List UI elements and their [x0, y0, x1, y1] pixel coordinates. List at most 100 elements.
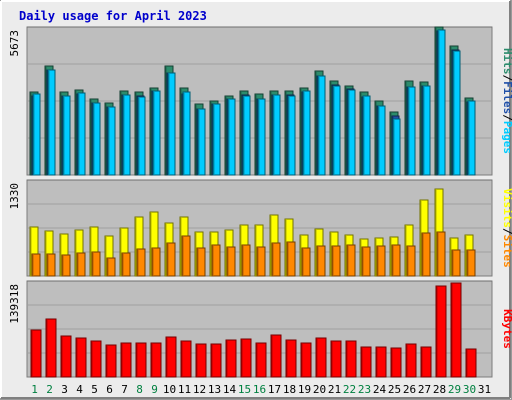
bar-sites-day-10	[166, 242, 176, 277]
legend-kbytes: KBytes	[501, 309, 512, 349]
bar-pages-day-27	[422, 85, 431, 176]
panel-kbytes: 139318 KBytes	[8, 280, 512, 378]
bar-sites-day-22	[346, 244, 356, 277]
day-label-21: 21	[328, 383, 341, 396]
bar-pages-day-8	[137, 96, 146, 176]
bar-sites-day-25	[391, 244, 401, 277]
bar-sites-day-29	[451, 249, 461, 277]
bar-pages-day-9	[152, 90, 161, 176]
bar-pages-day-30	[467, 100, 476, 176]
day-label-11: 11	[178, 383, 191, 396]
day-label-31: 31	[478, 383, 491, 396]
bar-pages-day-1	[32, 93, 41, 176]
bar-sites-day-24	[376, 245, 386, 277]
series-pages	[32, 29, 476, 176]
bar-pages-day-2	[47, 69, 56, 176]
bar-kbytes-day-19	[300, 342, 312, 378]
day-label-18: 18	[283, 383, 296, 396]
legend-hits: Hits	[501, 48, 512, 75]
bar-sites-day-21	[331, 245, 341, 277]
bar-kbytes-day-13	[210, 343, 222, 378]
day-label-12: 12	[193, 383, 206, 396]
bar-pages-day-16	[257, 98, 266, 176]
bar-kbytes-day-10	[165, 336, 177, 378]
bar-sites-day-3	[61, 254, 71, 277]
bar-kbytes-day-8	[135, 342, 147, 378]
bar-kbytes-day-14	[225, 339, 237, 378]
bar-sites-day-8	[136, 248, 146, 277]
bar-sites-day-7	[121, 252, 131, 277]
day-label-13: 13	[208, 383, 221, 396]
bar-kbytes-day-15	[240, 338, 252, 378]
legend-visits: Visits	[501, 188, 512, 228]
bar-sites-day-4	[76, 252, 86, 277]
bar-kbytes-day-21	[330, 340, 342, 378]
day-label-28: 28	[433, 383, 446, 396]
day-label-25: 25	[388, 383, 401, 396]
bar-sites-day-30	[466, 249, 476, 277]
bar-sites-day-5	[91, 251, 101, 277]
bar-pages-day-4	[77, 92, 86, 176]
bar-kbytes-day-11	[180, 340, 192, 378]
bar-pages-day-19	[302, 90, 311, 176]
bar-kbytes-day-26	[405, 343, 417, 378]
bar-pages-day-7	[122, 94, 131, 176]
bar-sites-day-6	[106, 257, 116, 277]
day-label-5: 5	[91, 383, 98, 396]
day-label-8: 8	[136, 383, 143, 396]
bar-pages-day-12	[197, 108, 206, 176]
panel-kbytes-legend: KBytes	[501, 309, 512, 349]
day-label-10: 10	[163, 383, 176, 396]
bar-pages-day-18	[287, 95, 296, 176]
day-label-27: 27	[418, 383, 431, 396]
bar-pages-day-29	[452, 50, 461, 176]
day-label-6: 6	[106, 383, 113, 396]
bar-pages-day-17	[272, 94, 281, 176]
bar-sites-day-27	[421, 232, 431, 277]
day-label-22: 22	[343, 383, 356, 396]
bar-kbytes-day-29	[450, 282, 462, 378]
day-label-29: 29	[448, 383, 461, 396]
day-label-14: 14	[223, 383, 237, 396]
chart-title: Daily usage for April 2023	[19, 9, 207, 23]
bar-kbytes-day-6	[105, 344, 117, 378]
day-label-2: 2	[46, 383, 53, 396]
bar-sites-day-20	[316, 245, 326, 277]
bar-sites-day-14	[226, 246, 236, 277]
day-label-15: 15	[238, 383, 251, 396]
bar-sites-day-17	[271, 242, 281, 277]
bar-pages-day-28	[437, 29, 446, 176]
day-label-17: 17	[268, 383, 281, 396]
bar-pages-day-25	[392, 118, 401, 176]
bar-sites-day-23	[361, 246, 371, 277]
bar-pages-day-20	[317, 75, 326, 176]
bar-pages-day-11	[182, 91, 191, 176]
bar-sites-day-16	[256, 246, 266, 277]
bar-sites-day-2	[46, 253, 56, 277]
bar-sites-day-19	[301, 247, 311, 277]
panel-hits-legend: Hits/Files/Pages	[501, 48, 512, 154]
day-label-1: 1	[31, 383, 38, 396]
bar-pages-day-21	[332, 85, 341, 176]
bar-sites-day-9	[151, 247, 161, 277]
bar-kbytes-day-18	[285, 339, 297, 378]
bar-pages-day-3	[62, 95, 71, 176]
bar-sites-day-13	[211, 244, 221, 277]
bar-sites-day-11	[181, 235, 191, 277]
bar-sites-day-28	[436, 231, 446, 277]
day-label-19: 19	[298, 383, 311, 396]
panel-visits-legend: Visits/Sites	[501, 188, 512, 268]
panel-kbytes-max-label: 139318	[8, 284, 21, 324]
bar-kbytes-day-3	[60, 335, 72, 378]
day-label-24: 24	[373, 383, 387, 396]
bar-kbytes-day-1	[30, 329, 42, 378]
bar-sites-day-12	[196, 247, 206, 277]
bar-pages-day-14	[227, 98, 236, 176]
series-kbytes	[30, 282, 477, 378]
legend-sites: Sites	[501, 235, 512, 268]
bar-sites-day-26	[406, 245, 416, 277]
bar-pages-day-22	[347, 89, 356, 176]
day-label-16: 16	[253, 383, 266, 396]
